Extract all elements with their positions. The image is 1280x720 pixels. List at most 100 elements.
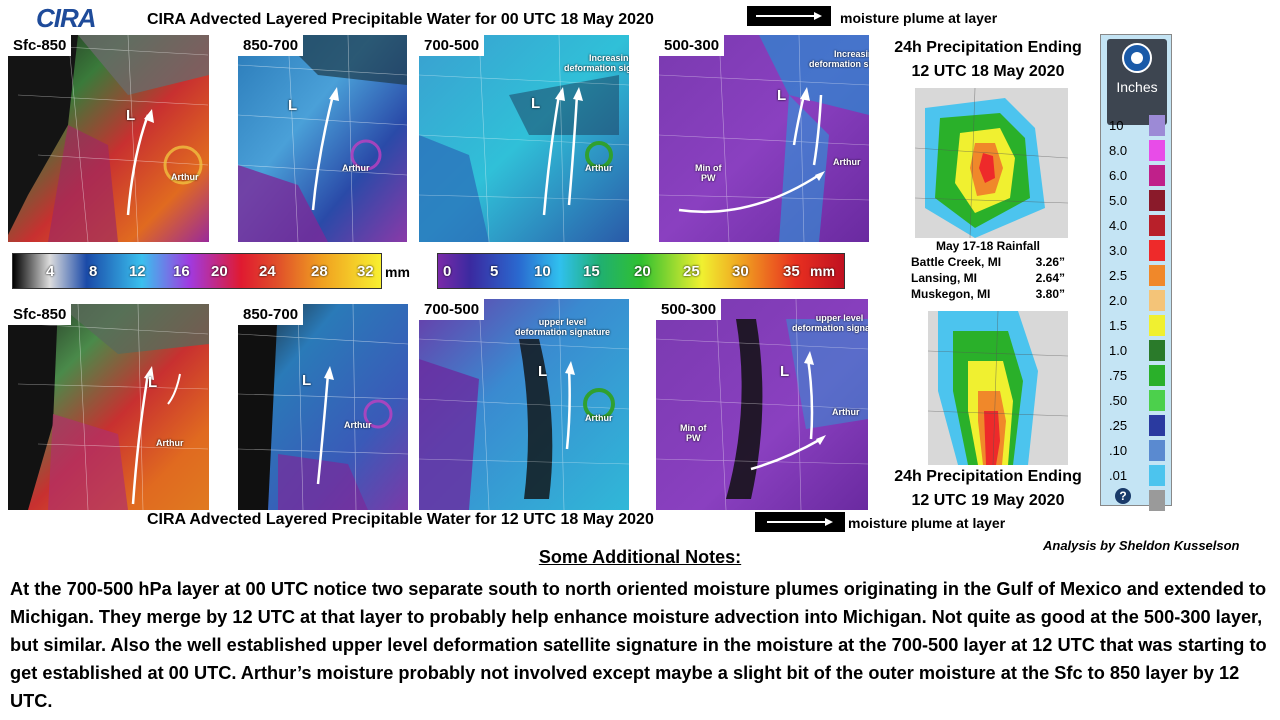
- legend-item-label: 8.0: [1109, 143, 1128, 158]
- layer-label: 500-300: [659, 35, 725, 56]
- precip-legend: Inches 10 8.0 6.0 5.0 4.0 3.0 2.5 2.0 1.5 1.0 .75.…: [1100, 34, 1173, 511]
- map-panel-sfc-850-00utc: Sfc-850 L Arthur: [8, 35, 209, 242]
- tick-label: 12: [129, 262, 146, 280]
- rainfall-row: Muskegon, MI 3.80”: [911, 287, 1065, 301]
- legend-item-label: 2.5: [1109, 268, 1128, 283]
- colorbar-right-unit: mm: [810, 263, 835, 279]
- deformation-annotation: Increasing deformation signature: [564, 53, 629, 73]
- legend-item: 1.0: [1101, 338, 1173, 363]
- legend-item-label: 6.0: [1109, 168, 1128, 183]
- legend-item: 4.0: [1101, 213, 1173, 238]
- legend-swatch: [1149, 390, 1165, 411]
- legend-item: .25: [1101, 413, 1173, 438]
- deformation-annotation: upper level deformation signature: [515, 317, 611, 337]
- legend-header: Inches: [1107, 39, 1167, 125]
- notes-body: At the 700-500 hPa layer at 00 UTC notic…: [10, 579, 1267, 711]
- plume-legend-label-top: moisture plume at layer: [840, 10, 998, 26]
- top-title: CIRA Advected Layered Precipitable Water…: [147, 11, 654, 28]
- bottom-title: CIRA Advected Layered Precipitable Water…: [147, 511, 654, 528]
- pw-map-image: [8, 35, 209, 242]
- pw-map-image: [419, 299, 629, 510]
- tick-label: 8: [89, 262, 98, 280]
- low-marker: L: [302, 372, 312, 389]
- plume-arrow-legend-bottom: [755, 512, 845, 532]
- legend-item: 2.0: [1101, 288, 1173, 313]
- low-marker: L: [538, 363, 548, 380]
- legend-item-label: 4.0: [1109, 218, 1128, 233]
- arthur-label: Arthur: [585, 163, 613, 173]
- deformation-annotation: Increasing deformation signature: [809, 49, 869, 69]
- legend-item: 8.0: [1101, 138, 1173, 163]
- legend-swatch: [1149, 265, 1165, 286]
- noaa-logo-icon: [1122, 43, 1152, 73]
- arthur-label: Arthur: [156, 438, 184, 448]
- min-pw-label: Min of PW: [680, 423, 707, 443]
- legend-item-label: 5.0: [1109, 193, 1128, 208]
- low-marker: L: [780, 363, 790, 380]
- right-arrow-icon: [756, 12, 822, 20]
- map-panel-700-500-12utc: 700-500 upper level deformation signatur…: [419, 299, 629, 510]
- arthur-label: Arthur: [585, 413, 613, 423]
- legend-item-label: .50: [1109, 393, 1128, 408]
- precip-bottom-title: 24h Precipitation Ending 12 UTC 19 May 2…: [894, 468, 1082, 509]
- legend-item: [1101, 488, 1173, 513]
- map-panel-700-500-00utc: 700-500 Increasing deformation signature…: [419, 35, 629, 242]
- rainfall-row: Battle Creek, MI 3.26”: [911, 255, 1065, 269]
- precip-map-19may: [928, 311, 1068, 465]
- legend-item-label: .10: [1109, 443, 1128, 458]
- layer-label: 700-500: [419, 35, 485, 56]
- legend-swatch: [1149, 115, 1165, 136]
- low-marker: L: [148, 374, 158, 391]
- pw-colorbar-right: 0 5 10 15 20 25 30 35 mm: [437, 253, 845, 289]
- pw-map-image: [8, 304, 209, 510]
- legend-item: 6.0: [1101, 163, 1173, 188]
- rainfall-title: May 17-18 Rainfall: [935, 239, 1041, 253]
- legend-item-label: 1.5: [1109, 318, 1128, 333]
- tick-label: 16: [173, 262, 190, 280]
- help-icon[interactable]: ?: [1115, 488, 1131, 504]
- legend-swatch: [1149, 365, 1165, 386]
- tick-label: 0: [443, 262, 452, 280]
- legend-swatch: [1149, 465, 1165, 486]
- arthur-label: Arthur: [171, 172, 199, 182]
- map-panel-sfc-850-12utc: Sfc-850 L Arthur: [8, 304, 209, 510]
- tick-label: 28: [311, 262, 328, 280]
- tick-label: 20: [211, 262, 228, 280]
- deformation-annotation: upper level deformation signature: [792, 313, 868, 333]
- map-panel-850-700-00utc: 850-700 L Arthur: [238, 35, 407, 242]
- tick-label: 20: [634, 262, 651, 280]
- notes-heading: Some Additional Notes:: [538, 547, 742, 567]
- legend-item-label: .75: [1109, 368, 1128, 383]
- legend-item-label: 1.0: [1109, 343, 1128, 358]
- cira-logo: CIRA: [36, 3, 97, 33]
- legend-swatch: [1149, 290, 1165, 311]
- pw-map-image: [656, 299, 868, 510]
- precip-map-18may: [915, 88, 1068, 238]
- legend-item: .50: [1101, 388, 1173, 413]
- right-arrow-icon: [767, 518, 833, 526]
- pw-map-image: [238, 304, 408, 510]
- legend-swatch: [1149, 140, 1165, 161]
- layer-label: 700-500: [419, 299, 485, 320]
- arthur-label: Arthur: [342, 163, 370, 173]
- legend-swatch: [1149, 215, 1165, 236]
- legend-item: .01: [1101, 463, 1173, 488]
- tick-label: 15: [583, 262, 600, 280]
- tick-label: 32: [357, 262, 374, 280]
- legend-swatch: [1149, 165, 1165, 186]
- plume-arrow-legend-top: [747, 6, 831, 26]
- tick-label: 24: [259, 262, 276, 280]
- tick-label: 10: [534, 262, 551, 280]
- arthur-label: Arthur: [344, 420, 372, 430]
- arthur-label: Arthur: [833, 157, 861, 167]
- legend-unit: Inches: [1116, 79, 1158, 95]
- legend-item: 3.0: [1101, 238, 1173, 263]
- layer-label: 850-700: [238, 35, 304, 56]
- rainfall-row: Lansing, MI 2.64”: [911, 271, 1065, 285]
- precip-top-title: 24h Precipitation Ending 12 UTC 18 May 2…: [894, 39, 1082, 80]
- map-panel-850-700-12utc: 850-700 L Arthur: [238, 304, 408, 510]
- pw-map-image: [238, 35, 407, 242]
- legend-item-label: .01: [1109, 468, 1128, 483]
- tick-label: 5: [490, 262, 499, 280]
- min-pw-label: Min of PW: [695, 163, 722, 183]
